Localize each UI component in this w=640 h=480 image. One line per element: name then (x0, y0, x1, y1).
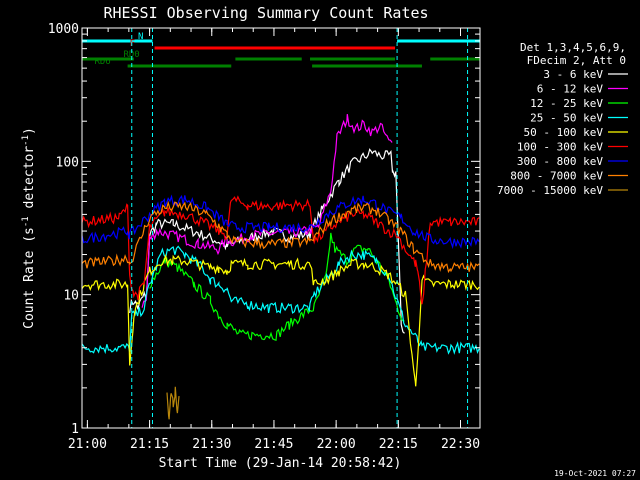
series-line-3-0 (81, 245, 480, 355)
x-tick-label-1: 21:15 (130, 437, 169, 452)
x-tick-label-2: 21:30 (192, 437, 231, 452)
y-tick-label-1: 10 (63, 289, 79, 304)
series-line-4-0 (81, 253, 480, 387)
flag-label-rd6: RD6 (94, 57, 110, 67)
series-line-6-0 (81, 194, 480, 250)
legend-label-0: 3 - 6 keV (543, 68, 603, 81)
plot-series-group (81, 114, 480, 420)
plot-frame (81, 27, 481, 429)
x-axis-label: Start Time (29-Jan-14 20:58:42) (159, 456, 402, 471)
y-axis-label: Count Rate (s-1 detector-1) (21, 127, 37, 329)
vertical-marker-lines (131, 28, 469, 428)
x-tick-label-3: 21:45 (254, 437, 293, 452)
x-tick-label-5: 22:15 (379, 437, 418, 452)
legend: Det 1,3,4,5,6,9,FDecim 2, Att 03 - 6 keV… (497, 41, 628, 197)
y-tick-label-3: 1000 (48, 22, 79, 37)
flag-label-n: N (138, 32, 143, 42)
axis-ticks-group: 21:00 21:15 21:30 21:45 22:00 22:15 22:30 1 10 10… (48, 22, 480, 452)
chart-title: RHESSI Observing Summary Count Rates (103, 4, 428, 22)
flag-label-f: F (130, 39, 135, 49)
legend-header-1: FDecim 2, Att 0 (527, 54, 626, 67)
legend-label-6: 300 - 800 keV (517, 155, 603, 168)
series-line-1-0 (141, 114, 393, 308)
legend-label-5: 100 - 300 keV (517, 141, 603, 154)
series-line-7-0 (81, 200, 480, 274)
legend-label-4: 50 - 100 keV (524, 126, 604, 139)
x-tick-label-0: 21:00 (68, 437, 107, 452)
legend-label-7: 800 - 7000 keV (510, 170, 603, 183)
series-line-5-0 (81, 195, 480, 305)
x-tick-label-6: 22:30 (441, 437, 480, 452)
y-tick-label-0: 1 (71, 422, 79, 437)
legend-label-8: 7000 - 15000 keV (497, 184, 603, 197)
footer-date: 19-Oct-2021 07:27 (554, 469, 636, 478)
y-tick-label-2: 100 (56, 155, 79, 170)
series-line-8-0 (166, 386, 180, 420)
flag-label-rd0: RD0 (123, 50, 139, 60)
legend-label-3: 25 - 50 keV (530, 112, 603, 125)
legend-label-1: 6 - 12 keV (537, 83, 604, 96)
legend-label-2: 12 - 25 keV (530, 97, 603, 110)
series-line-2-0 (149, 232, 405, 341)
x-tick-label-4: 22:00 (317, 437, 356, 452)
legend-header-0: Det 1,3,4,5,6,9, (520, 41, 626, 54)
